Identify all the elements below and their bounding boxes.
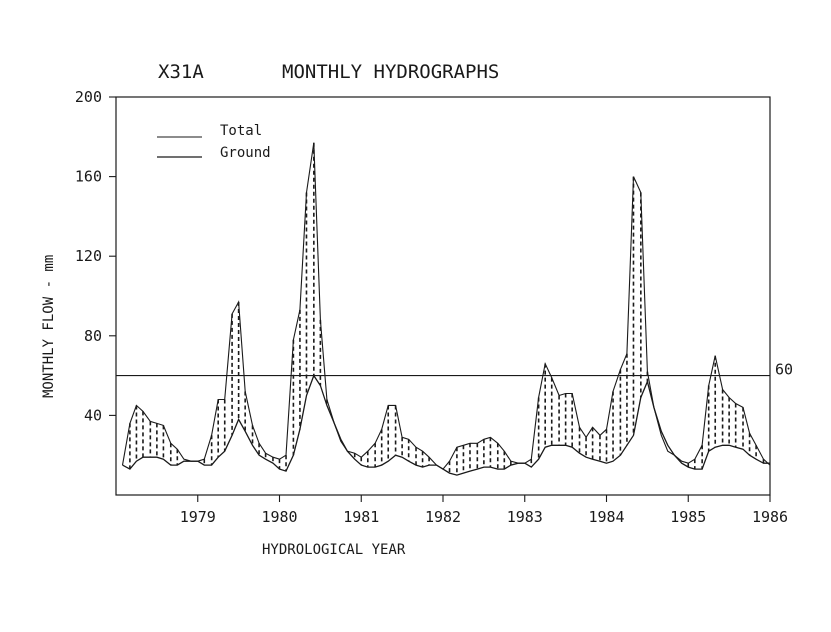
x-tick-label: 1985 <box>670 508 706 526</box>
y-axis-ticks: 40 80 120 160 200 <box>75 88 116 424</box>
x-tick-label: 1986 <box>752 508 788 526</box>
x-tick-label: 1983 <box>507 508 543 526</box>
y-tick-label: 200 <box>75 88 102 106</box>
plot-frame <box>115 96 771 496</box>
x-tick-label: 1980 <box>261 508 297 526</box>
legend-label-total: Total <box>220 123 262 139</box>
y-tick-label: 40 <box>84 406 102 424</box>
x-tick-label: 1979 <box>180 508 216 526</box>
x-tick-label: 1981 <box>343 508 379 526</box>
total-minus-ground-hatching <box>129 142 765 476</box>
chart-title: MONTHLY HYDROGRAPHS <box>282 61 499 83</box>
legend: Total Ground <box>157 123 271 161</box>
y-axis-label: MONTHLY FLOW - mm <box>41 255 57 398</box>
station-label: X31A <box>158 61 204 83</box>
reference-line-label: 60 <box>775 361 793 379</box>
series-line-total <box>121 142 771 470</box>
legend-label-ground: Ground <box>220 145 271 161</box>
series-line-ground <box>122 374 770 476</box>
x-axis-ticks: 1979 1980 1981 1982 1983 1984 1985 1986 <box>180 495 788 526</box>
x-axis-label: HYDROLOGICAL YEAR <box>262 542 406 558</box>
x-tick-label: 1982 <box>425 508 461 526</box>
x-tick-label: 1984 <box>588 508 624 526</box>
y-tick-label: 80 <box>84 327 102 345</box>
y-tick-label: 160 <box>75 168 102 186</box>
y-tick-label: 120 <box>75 247 102 265</box>
